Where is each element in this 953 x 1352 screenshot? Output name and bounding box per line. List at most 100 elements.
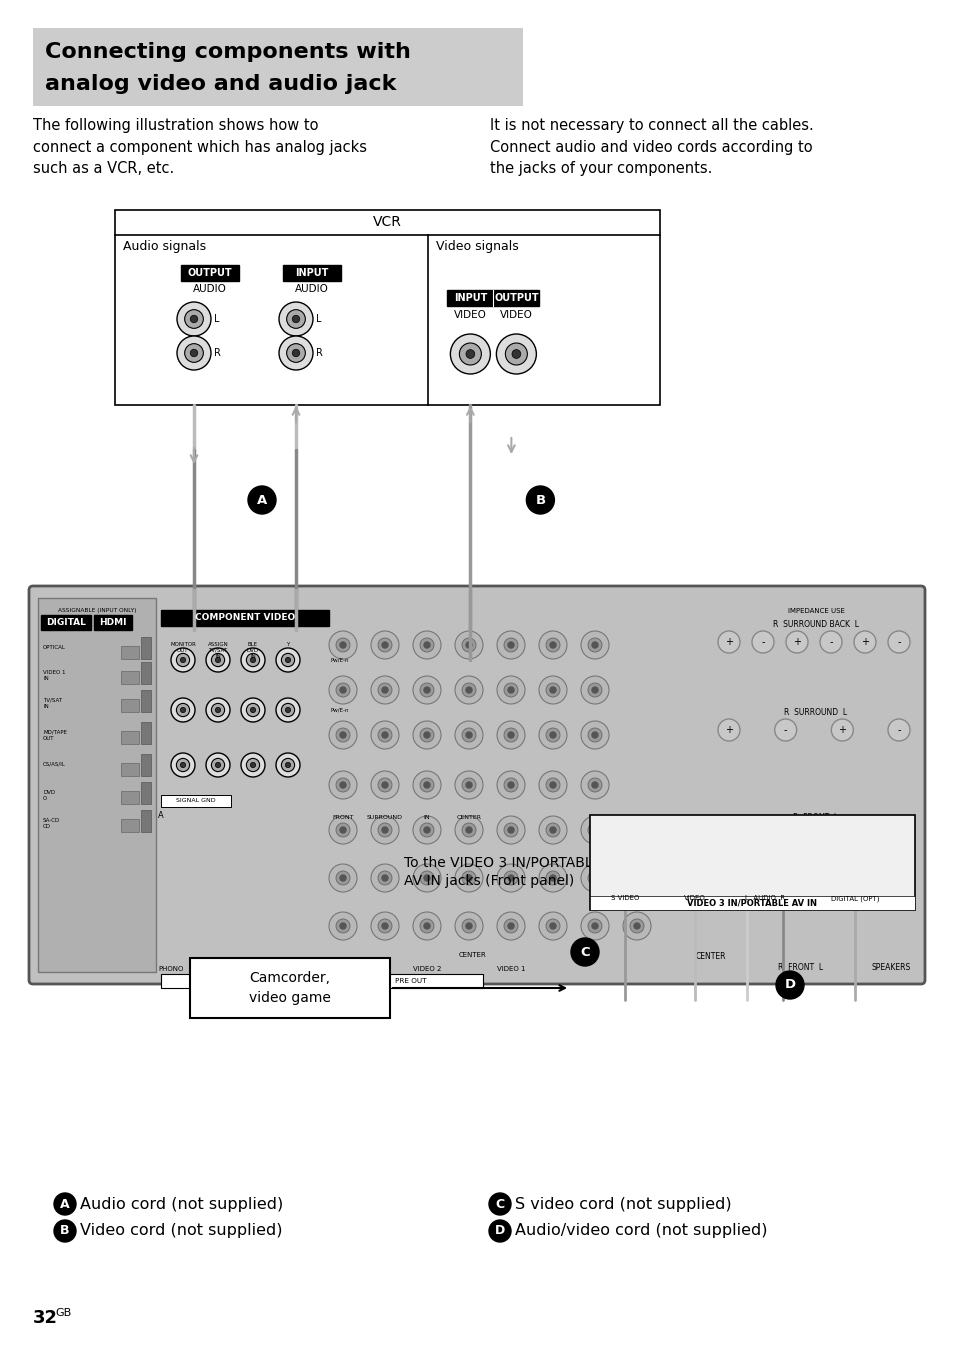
- Circle shape: [371, 913, 398, 940]
- Text: B: B: [535, 493, 545, 507]
- Circle shape: [550, 827, 556, 833]
- Circle shape: [423, 875, 430, 882]
- Circle shape: [545, 777, 559, 792]
- Text: analog video and audio jack: analog video and audio jack: [45, 74, 395, 95]
- Circle shape: [190, 315, 197, 323]
- Circle shape: [503, 871, 517, 886]
- Text: SA-CD
CD: SA-CD CD: [43, 818, 60, 829]
- Circle shape: [455, 721, 482, 749]
- Circle shape: [171, 648, 194, 672]
- Circle shape: [177, 337, 211, 370]
- Circle shape: [580, 721, 608, 749]
- Circle shape: [377, 777, 392, 792]
- Circle shape: [419, 638, 434, 652]
- Circle shape: [629, 871, 643, 886]
- Circle shape: [286, 310, 305, 329]
- Circle shape: [285, 707, 291, 713]
- Circle shape: [241, 698, 265, 722]
- Text: VCR: VCR: [373, 215, 401, 230]
- Text: DIGITAL: DIGITAL: [46, 618, 86, 627]
- Circle shape: [339, 875, 346, 882]
- Bar: [121, 646, 139, 658]
- Bar: [121, 731, 139, 744]
- Circle shape: [465, 642, 472, 648]
- Circle shape: [450, 334, 490, 375]
- Circle shape: [413, 913, 440, 940]
- Circle shape: [599, 846, 649, 896]
- Circle shape: [329, 771, 356, 799]
- Circle shape: [580, 676, 608, 704]
- Circle shape: [423, 731, 430, 738]
- Circle shape: [618, 865, 630, 876]
- Circle shape: [503, 727, 517, 742]
- Text: SURROUND: SURROUND: [367, 815, 402, 821]
- Circle shape: [545, 727, 559, 742]
- Circle shape: [176, 653, 190, 667]
- Circle shape: [381, 781, 388, 788]
- Circle shape: [545, 919, 559, 933]
- Text: -: -: [897, 637, 900, 648]
- Circle shape: [419, 823, 434, 837]
- Circle shape: [538, 771, 566, 799]
- Circle shape: [461, 823, 476, 837]
- Circle shape: [377, 919, 392, 933]
- Bar: [141, 781, 151, 804]
- Circle shape: [774, 823, 796, 846]
- Circle shape: [465, 923, 472, 929]
- Text: 32: 32: [33, 1309, 58, 1328]
- Bar: [190, 959, 390, 1018]
- Circle shape: [718, 631, 740, 653]
- Circle shape: [843, 860, 865, 882]
- Text: Camcorder,
video game: Camcorder, video game: [249, 971, 331, 1006]
- Circle shape: [503, 638, 517, 652]
- Circle shape: [489, 1192, 511, 1215]
- Circle shape: [503, 683, 517, 698]
- Circle shape: [497, 631, 524, 658]
- Circle shape: [459, 343, 481, 365]
- Circle shape: [381, 731, 388, 738]
- Circle shape: [545, 823, 559, 837]
- Bar: [141, 637, 151, 658]
- Circle shape: [281, 703, 294, 717]
- Text: L  AUDIO  R: L AUDIO R: [744, 895, 784, 900]
- Circle shape: [629, 823, 643, 837]
- Text: -: -: [897, 830, 900, 840]
- Circle shape: [497, 721, 524, 749]
- Circle shape: [212, 758, 224, 772]
- Bar: [141, 690, 151, 713]
- Text: COMPONENT VIDEO: COMPONENT VIDEO: [194, 614, 294, 622]
- Text: The following illustration shows how to
connect a component which has analog jac: The following illustration shows how to …: [33, 118, 367, 176]
- Circle shape: [246, 703, 259, 717]
- Circle shape: [507, 827, 514, 833]
- Circle shape: [489, 1220, 511, 1242]
- Circle shape: [278, 337, 313, 370]
- Circle shape: [371, 676, 398, 704]
- Text: -: -: [760, 637, 764, 648]
- Text: R: R: [315, 347, 322, 358]
- Circle shape: [496, 334, 536, 375]
- Text: R  SURROUND BACK  L: R SURROUND BACK L: [772, 621, 858, 629]
- Bar: [161, 795, 231, 807]
- Circle shape: [503, 777, 517, 792]
- Circle shape: [507, 642, 514, 648]
- Circle shape: [206, 698, 230, 722]
- Circle shape: [215, 657, 220, 662]
- Circle shape: [377, 683, 392, 698]
- Circle shape: [180, 657, 186, 662]
- Circle shape: [285, 763, 291, 768]
- Circle shape: [507, 687, 514, 694]
- Circle shape: [335, 871, 350, 886]
- Circle shape: [339, 642, 346, 648]
- Circle shape: [587, 919, 601, 933]
- Text: D: D: [495, 1225, 504, 1237]
- Circle shape: [785, 631, 807, 653]
- Circle shape: [377, 871, 392, 886]
- Circle shape: [465, 875, 472, 882]
- Circle shape: [538, 817, 566, 844]
- Text: L: L: [315, 314, 321, 324]
- Circle shape: [461, 727, 476, 742]
- Text: R: R: [213, 347, 221, 358]
- Circle shape: [775, 971, 803, 999]
- Circle shape: [413, 771, 440, 799]
- Circle shape: [250, 707, 255, 713]
